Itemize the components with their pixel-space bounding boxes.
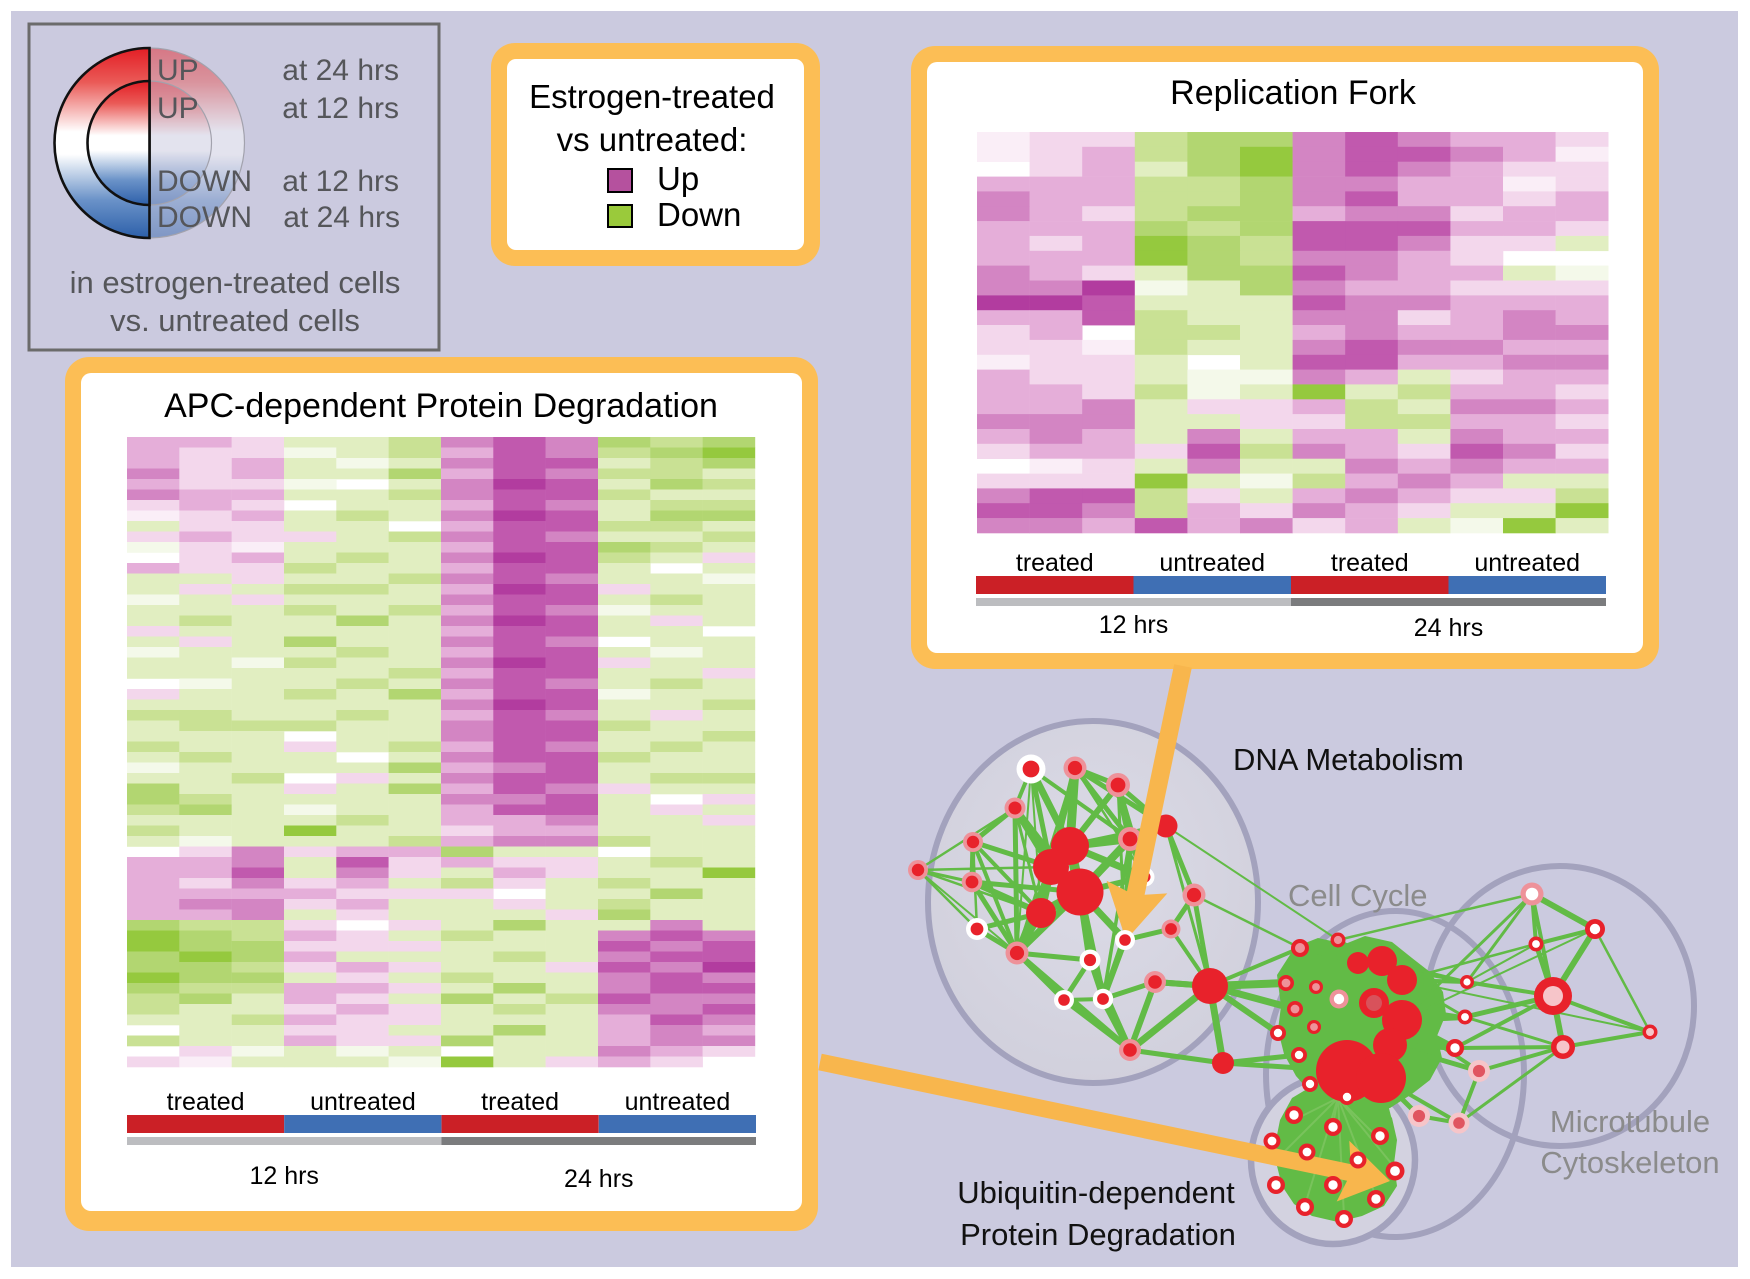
svg-text:untreated: untreated xyxy=(310,1088,416,1116)
svg-text:at 24 hrs: at 24 hrs xyxy=(283,201,400,234)
svg-text:DOWN: DOWN xyxy=(157,201,252,234)
svg-text:24 hrs: 24 hrs xyxy=(564,1165,633,1193)
svg-text:Cell Cycle: Cell Cycle xyxy=(1288,878,1428,913)
svg-text:treated: treated xyxy=(1016,549,1094,577)
svg-text:DOWN: DOWN xyxy=(157,165,252,198)
svg-text:12 hrs: 12 hrs xyxy=(249,1162,318,1190)
svg-text:treated: treated xyxy=(1331,549,1409,577)
svg-text:Microtubule: Microtubule xyxy=(1550,1104,1710,1139)
svg-text:UP: UP xyxy=(157,54,199,87)
svg-text:Up: Up xyxy=(657,160,699,197)
svg-text:vs untreated:: vs untreated: xyxy=(557,121,748,158)
svg-text:Protein Degradation: Protein Degradation xyxy=(960,1217,1236,1252)
svg-text:Cytoskeleton: Cytoskeleton xyxy=(1540,1145,1719,1180)
svg-text:Down: Down xyxy=(657,196,741,233)
svg-text:Estrogen-treated: Estrogen-treated xyxy=(529,78,775,115)
svg-text:at 12 hrs: at 12 hrs xyxy=(282,92,399,125)
svg-text:vs. untreated cells: vs. untreated cells xyxy=(110,303,360,338)
svg-text:12 hrs: 12 hrs xyxy=(1099,611,1168,639)
svg-text:untreated: untreated xyxy=(1159,549,1265,577)
svg-text:at 12 hrs: at 12 hrs xyxy=(282,165,399,198)
svg-text:24 hrs: 24 hrs xyxy=(1414,614,1483,642)
svg-text:at 24 hrs: at 24 hrs xyxy=(282,54,399,87)
svg-text:in estrogen-treated cells: in estrogen-treated cells xyxy=(70,265,401,300)
svg-text:UP: UP xyxy=(157,92,199,125)
svg-text:untreated: untreated xyxy=(1474,549,1580,577)
svg-text:Ubiquitin-dependent: Ubiquitin-dependent xyxy=(957,1175,1235,1210)
svg-text:treated: treated xyxy=(167,1088,245,1116)
svg-text:untreated: untreated xyxy=(625,1088,731,1116)
svg-text:Replication Fork: Replication Fork xyxy=(1170,74,1417,112)
svg-text:treated: treated xyxy=(481,1088,559,1116)
svg-text:DNA Metabolism: DNA Metabolism xyxy=(1233,742,1464,777)
svg-text:APC-dependent Protein Degradat: APC-dependent Protein Degradation xyxy=(164,387,718,425)
